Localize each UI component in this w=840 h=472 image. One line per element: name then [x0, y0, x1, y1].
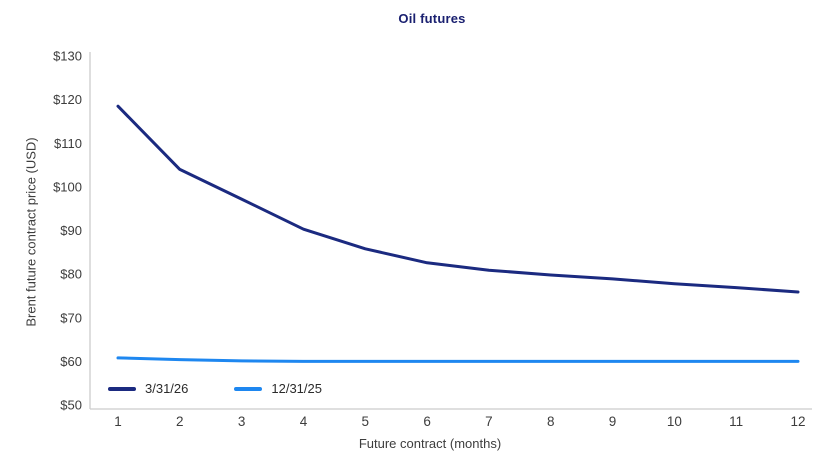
y-axis-title: Brent future contract price (USD): [23, 137, 39, 327]
x-tick-label: 7: [485, 414, 493, 429]
legend-item-series2: 12/31/25: [234, 381, 322, 396]
x-tick-label: 4: [300, 414, 308, 429]
legend-label-series1: 3/31/26: [145, 381, 189, 396]
y-tick-label: $110: [54, 136, 82, 151]
x-tick-label: 3: [238, 414, 246, 429]
y-tick-label: $70: [60, 310, 82, 325]
y-tick-label: $120: [53, 92, 82, 107]
x-tick-label: 5: [362, 414, 370, 429]
x-axis-title: Future contract (months): [358, 436, 502, 451]
legend-item-series1: 3/31/26: [108, 381, 188, 396]
chart-title: Oil futures: [398, 11, 466, 26]
legend-swatch-series2: [234, 386, 263, 391]
y-tick-label: $100: [53, 179, 82, 194]
y-tick-label: $90: [60, 223, 82, 238]
x-tick-label: 1: [114, 414, 122, 429]
y-tick-label: $130: [53, 49, 82, 64]
legend-label-series2: 12/31/25: [271, 381, 322, 396]
y-tick-label: $60: [60, 354, 82, 369]
series-line-2: [116, 356, 800, 363]
series-line-1: [116, 104, 800, 294]
x-tick-label: 2: [176, 414, 184, 429]
x-tick-label: 11: [729, 414, 743, 429]
x-tick-label: 9: [609, 414, 617, 429]
legend-swatch-series1: [108, 386, 136, 391]
x-tick-label: 6: [423, 414, 431, 429]
y-tick-label: $80: [60, 267, 82, 282]
y-tick-label: $50: [60, 398, 82, 413]
legend: 3/31/26 12/31/25: [108, 380, 322, 397]
x-tick-label: 8: [547, 414, 555, 429]
x-tick-label: 10: [667, 414, 682, 429]
x-tick-label: 12: [790, 414, 805, 429]
